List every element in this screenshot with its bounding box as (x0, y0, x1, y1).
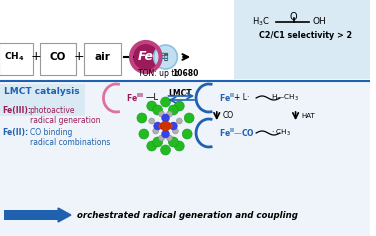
Text: +: + (73, 51, 84, 63)
FancyBboxPatch shape (0, 43, 32, 75)
Circle shape (162, 130, 170, 138)
Text: radical combinations: radical combinations (30, 138, 110, 147)
FancyBboxPatch shape (0, 0, 370, 81)
FancyBboxPatch shape (0, 81, 370, 236)
Text: $\mathbf{Fe^{III}}$: $\mathbf{Fe^{III}}$ (126, 92, 144, 104)
Circle shape (137, 113, 147, 123)
Text: CO: CO (50, 52, 66, 62)
Text: LMCT catalysis: LMCT catalysis (4, 87, 80, 96)
Text: HAT: HAT (302, 113, 315, 119)
Circle shape (168, 105, 178, 115)
Text: CO: CO (223, 111, 234, 121)
Text: CO binding: CO binding (30, 128, 72, 137)
Circle shape (147, 141, 157, 151)
Text: Fe: Fe (138, 51, 154, 63)
Text: O: O (290, 12, 297, 22)
Circle shape (131, 42, 161, 72)
FancyBboxPatch shape (84, 43, 121, 75)
Text: +: + (30, 51, 41, 63)
Text: Fe(III):: Fe(III): (2, 106, 31, 115)
Circle shape (147, 101, 157, 111)
Text: OH: OH (312, 17, 326, 26)
Circle shape (161, 97, 170, 107)
Circle shape (153, 105, 162, 115)
Circle shape (154, 45, 177, 69)
Polygon shape (58, 208, 71, 222)
Circle shape (159, 111, 165, 117)
Circle shape (154, 122, 162, 130)
Circle shape (174, 101, 184, 111)
Circle shape (167, 123, 173, 129)
Text: · CH$_3$: · CH$_3$ (271, 128, 291, 138)
Text: $\mathbf{Fe^{II}}$—CO: $\mathbf{Fe^{II}}$—CO (219, 127, 255, 139)
Text: $\mathbf{CH_4}$: $\mathbf{CH_4}$ (4, 51, 24, 63)
Text: 10680: 10680 (172, 68, 199, 77)
Circle shape (176, 118, 182, 124)
Circle shape (167, 111, 173, 117)
Text: TON: up to: TON: up to (138, 68, 181, 77)
FancyBboxPatch shape (4, 210, 58, 220)
Text: air: air (94, 52, 111, 62)
Circle shape (153, 128, 159, 134)
Text: ≡: ≡ (161, 51, 170, 61)
Circle shape (139, 129, 149, 139)
Text: Fe(II):: Fe(II): (2, 128, 28, 137)
Text: $\rm H_3C$: $\rm H_3C$ (252, 16, 270, 28)
Circle shape (170, 122, 177, 130)
Text: $\mathbf{Fe^{II}}$: $\mathbf{Fe^{II}}$ (219, 92, 235, 104)
FancyBboxPatch shape (233, 0, 370, 79)
FancyBboxPatch shape (40, 43, 76, 75)
Text: orchestrated radical generation and coupling: orchestrated radical generation and coup… (77, 211, 298, 219)
Circle shape (173, 128, 178, 134)
Text: —L: —L (146, 93, 159, 102)
Text: photoactive: photoactive (30, 106, 75, 115)
Circle shape (161, 121, 170, 131)
Circle shape (167, 135, 173, 141)
Text: 🔵: 🔵 (164, 54, 168, 60)
Circle shape (168, 137, 178, 147)
Text: LMCT: LMCT (168, 88, 192, 97)
Text: H—CH$_3$: H—CH$_3$ (271, 93, 299, 103)
Circle shape (159, 135, 165, 141)
Circle shape (174, 141, 184, 151)
Text: radical generation: radical generation (30, 116, 100, 125)
Circle shape (162, 114, 170, 122)
Circle shape (153, 137, 162, 147)
Circle shape (159, 123, 165, 129)
Text: + L·: + L· (235, 93, 250, 102)
Circle shape (182, 129, 192, 139)
FancyBboxPatch shape (0, 84, 85, 116)
Circle shape (161, 145, 170, 155)
Circle shape (184, 113, 194, 123)
Text: C2/C1 selectivity > 2: C2/C1 selectivity > 2 (259, 31, 352, 41)
Circle shape (149, 118, 155, 124)
